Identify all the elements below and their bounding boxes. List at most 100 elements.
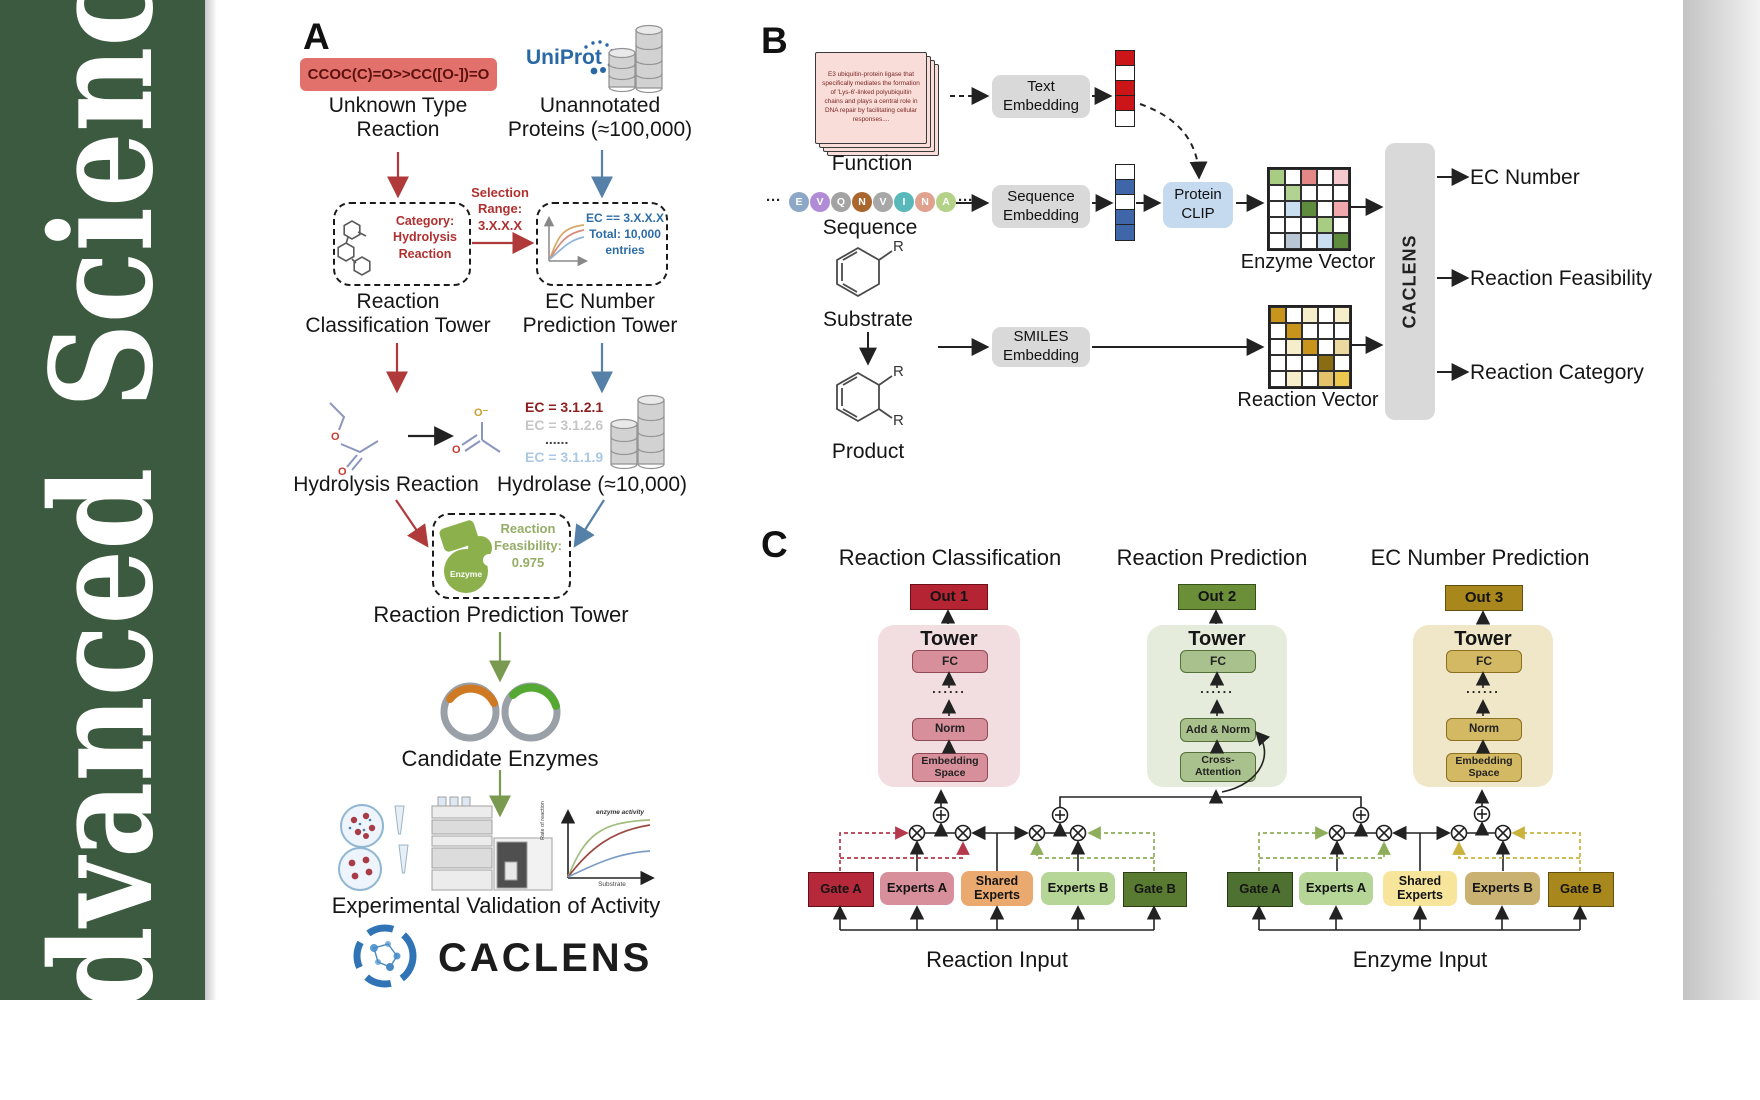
protein-clip-box: Protein CLIP	[1163, 182, 1233, 228]
panel-b-label: B	[761, 20, 788, 61]
enzyme-vector-grid	[1267, 167, 1351, 251]
ester-o-atom: O	[331, 431, 340, 443]
tower-a-container: Tower A FC ...... Norm Embedding Space	[878, 625, 1020, 787]
heading-ec-number-prediction: EC Number Prediction	[1370, 545, 1590, 570]
output-reaction-feasibility: Reaction Feasibility	[1470, 267, 1653, 290]
journal-figure-page: { "journal": "Advanced Science", "panels…	[0, 0, 1760, 1000]
reaction-experts-a-box: Experts A	[880, 872, 954, 905]
reaction-prediction-tower-label: Reaction Prediction Tower	[373, 602, 629, 627]
tower-b-fc: FC	[1180, 650, 1256, 673]
database-icon-hydrolase	[610, 394, 665, 470]
uniprot-logo: UniProt	[526, 46, 602, 69]
ec-result-3: EC = 3.1.1.9	[525, 449, 604, 465]
reaction-gate-b-box: Gate B	[1123, 872, 1187, 907]
sequence-dots-right: ···	[958, 192, 973, 209]
activity-chart-icon	[560, 809, 655, 886]
text-embedding-box: Text Embedding	[992, 75, 1090, 118]
enzyme-experts-b-box: Experts B	[1465, 872, 1540, 905]
sequence-dots-left: ···	[766, 192, 781, 209]
category-text: Category: Hydrolysis Reaction	[393, 214, 457, 261]
reaction-experts-b-box: Experts B	[1041, 872, 1115, 905]
ec-box-text: EC == 3.X.X.X Total: 10,000 entries	[585, 211, 665, 258]
enzyme-blob-label: Enzyme	[449, 569, 483, 579]
journal-sidebar: Advanced Science	[0, 0, 205, 1100]
reaction-prediction-box	[432, 513, 571, 599]
ec-number-tower-label: EC Number Prediction Tower	[522, 290, 678, 337]
caclens-wordmark: CACLENS	[438, 936, 653, 980]
reaction-gate-a-box: Gate A	[808, 872, 874, 907]
text-embedding-vector	[1115, 50, 1135, 127]
panel-b-arrows	[859, 87, 1470, 381]
unannotated-proteins-label: Unannotated Proteins (≈100,000)	[507, 94, 693, 141]
sequence-label: Sequence	[822, 216, 918, 239]
tower-a-fc: FC	[912, 650, 988, 673]
substrate-label: Substrate	[823, 308, 913, 331]
carboxylate-ominus-atom: O⁻	[474, 407, 489, 419]
ec-result-dots: ......	[545, 431, 569, 447]
tower-b-add-norm: Add & Norm	[1180, 718, 1256, 742]
output-ec-number: EC Number	[1470, 166, 1580, 189]
product-label: Product	[831, 440, 905, 463]
panel-a-label: A	[303, 16, 330, 57]
selection-range-label: Selection Range: 3.X.X.X	[471, 185, 529, 233]
sum-nodes	[932, 805, 1491, 824]
enzyme-gate-b-box: Gate B	[1548, 872, 1614, 907]
substrate-r-label: R	[893, 238, 904, 255]
reaction-classification-tower-label: Reaction Classification Tower	[305, 290, 491, 337]
tower-b-cross-attention: Cross- Attention	[1180, 752, 1256, 782]
enzyme-experts-a-box: Experts A	[1299, 872, 1373, 905]
reaction-shared-experts-box: Shared Experts	[961, 871, 1033, 906]
tower-c-dots: ......	[1466, 681, 1500, 696]
enzyme-shared-experts-box: Shared Experts	[1383, 871, 1457, 906]
page-edge-gradient	[1683, 0, 1760, 1000]
tower-a-embedding-space: Embedding Space	[912, 753, 988, 782]
heading-reaction-prediction: Reaction Prediction	[1116, 545, 1308, 570]
reaction-input-label: Reaction Input	[926, 947, 1068, 972]
activity-ylabel: Rate of reaction	[540, 801, 546, 840]
sequence-embedding-vector	[1115, 164, 1135, 241]
database-icon-uniprot	[608, 24, 663, 94]
ester-carbonyl-o-atom: O	[338, 466, 347, 478]
function-card-text: E3 ubiquitin-protein ligase that specifi…	[822, 71, 920, 123]
caclens-block-label: CACLENS	[1399, 234, 1420, 329]
tower-b-container: Tower B FC ...... Add & Norm Cross- Atte…	[1147, 625, 1287, 787]
petri-dish-icons	[338, 804, 409, 891]
carboxylate-o-atom: O	[452, 444, 461, 456]
tower-c-norm: Norm	[1446, 718, 1522, 741]
function-label: Function	[831, 152, 913, 175]
hydrolase-label: Hydrolase (≈10,000)	[496, 473, 688, 496]
tower-a-dots: ......	[932, 681, 966, 696]
ec-result-2: EC = 3.1.2.6	[525, 417, 604, 433]
candidate-enzymes-label: Candidate Enzymes	[401, 746, 599, 771]
benzene-product	[836, 371, 893, 423]
reaction-vector-label: Reaction Vector	[1237, 389, 1379, 411]
multiply-nodes	[908, 824, 1512, 842]
page-shadow	[205, 0, 217, 1000]
hplc-instrument-icon	[431, 796, 553, 891]
unknown-reaction-label: Unknown Type Reaction	[328, 94, 468, 141]
tower-a-norm: Norm	[912, 718, 988, 741]
product-r2-label: R	[893, 412, 904, 429]
heading-reaction-classification: Reaction Classification	[838, 545, 1062, 570]
product-r1-label: R	[893, 363, 904, 380]
ec-result-1: EC = 3.1.2.1	[525, 399, 604, 415]
out-1-box: Out 1	[910, 584, 988, 610]
tower-b-dots: ......	[1200, 681, 1234, 696]
benzene-substrate	[836, 246, 893, 298]
enzyme-vector-label: Enzyme Vector	[1240, 251, 1376, 273]
panel-c-label: C	[761, 524, 788, 565]
output-reaction-category: Reaction Category	[1470, 361, 1644, 384]
reaction-vector-grid	[1268, 305, 1352, 389]
enzyme-input-label: Enzyme Input	[1352, 947, 1488, 972]
enzyme-gate-a-box: Gate A	[1227, 872, 1293, 907]
reaction-classification-box	[333, 202, 471, 286]
caclens-logo-icon	[353, 924, 417, 988]
carboxylate-molecule	[461, 422, 501, 453]
smiles-reaction-box: CCOC(C)=O>>CC([O-])=O	[300, 58, 497, 91]
out-3-box: Out 3	[1445, 585, 1523, 611]
journal-name: Advanced Science	[20, 0, 185, 1100]
tower-c-fc: FC	[1446, 650, 1522, 673]
function-card-front: E3 ubiquitin-protein ligase that specifi…	[815, 52, 927, 144]
tower-c-embedding-space: Embedding Space	[1446, 753, 1522, 782]
